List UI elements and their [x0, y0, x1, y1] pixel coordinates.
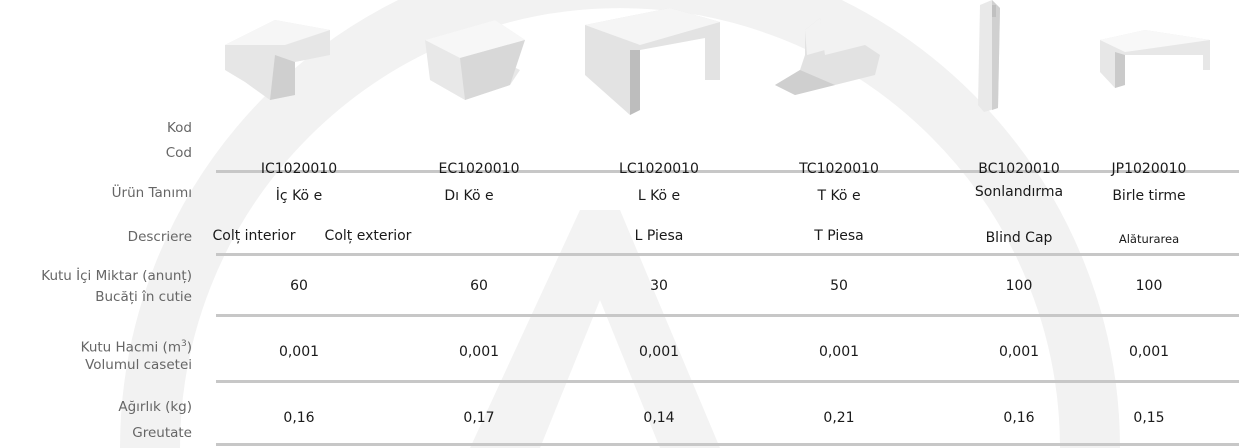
inner-corner-icon — [225, 20, 330, 100]
label-kutu-ici: Kutu İçi Miktar (anunț) — [41, 268, 192, 284]
label-agirlik: Ağırlık (kg) — [118, 399, 192, 415]
label-cod: Cod — [165, 145, 192, 161]
label-kod: Kod — [166, 120, 192, 136]
product-volume: 0,001 — [278, 344, 320, 360]
product-qty: 100 — [1005, 278, 1033, 294]
product-weight: 0,16 — [283, 410, 315, 426]
label-kutu-hacmi: Kutu Hacmi (m3) — [80, 339, 192, 356]
product-name-ro: T Piesa — [814, 228, 864, 244]
label-greutate: Greutate — [132, 425, 192, 441]
joint-piece-icon — [1100, 30, 1210, 88]
row-divider — [216, 380, 1239, 383]
product-volume: 0,001 — [1128, 344, 1170, 360]
product-code: LC1020010 — [619, 161, 699, 177]
label-volumul: Volumul casetei — [85, 357, 192, 373]
row-divider — [216, 253, 1239, 256]
product-weight: 0,17 — [463, 410, 495, 426]
product-name-tr: İç Kö e — [275, 188, 323, 204]
product-name-tr: T Kö e — [817, 188, 861, 204]
product-qty: 60 — [290, 278, 308, 294]
product-qty: 100 — [1135, 278, 1163, 294]
product-code: BC1020010 — [978, 161, 1060, 177]
product-name-ro: Colț interior — [212, 228, 296, 244]
row-divider — [216, 170, 1239, 173]
label-descriere: Descriere — [127, 229, 192, 245]
product-code: TC1020010 — [799, 161, 879, 177]
blind-cap-icon — [978, 0, 1000, 112]
product-volume: 0,001 — [818, 344, 860, 360]
product-code: JP1020010 — [1111, 161, 1187, 177]
product-name-ro: Alăturarea — [1118, 232, 1180, 246]
product-weight: 0,21 — [823, 410, 855, 426]
row-divider — [216, 314, 1239, 317]
product-name-ro: Blind Cap — [985, 230, 1053, 246]
product-weight: 0,15 — [1133, 410, 1165, 426]
product-name-tr: Sonlandırma — [974, 184, 1064, 200]
product-volume: 0,001 — [998, 344, 1040, 360]
product-volume: 0,001 — [458, 344, 500, 360]
product-weight: 0,14 — [643, 410, 675, 426]
row-divider — [216, 443, 1239, 446]
product-volume: 0,001 — [638, 344, 680, 360]
outer-corner-icon — [425, 20, 525, 100]
product-name-ro: Colț exterior — [324, 228, 412, 244]
product-qty: 60 — [470, 278, 488, 294]
product-name-tr: Birle tirme — [1112, 188, 1186, 204]
product-qty: 30 — [650, 278, 668, 294]
product-name-tr: Dı Kö e — [444, 188, 494, 204]
product-name-tr: L Kö e — [637, 188, 681, 204]
product-weight: 0,16 — [1003, 410, 1035, 426]
product-name-ro: L Piesa — [634, 228, 684, 244]
label-urun-tanimi: Ürün Tanımı — [111, 185, 192, 201]
product-qty: 50 — [830, 278, 848, 294]
l-piece-icon — [585, 8, 720, 115]
label-bucati: Bucăți în cutie — [95, 289, 192, 305]
product-code: EC1020010 — [438, 161, 520, 177]
product-code: IC1020010 — [260, 161, 338, 177]
t-piece-icon — [775, 18, 880, 95]
